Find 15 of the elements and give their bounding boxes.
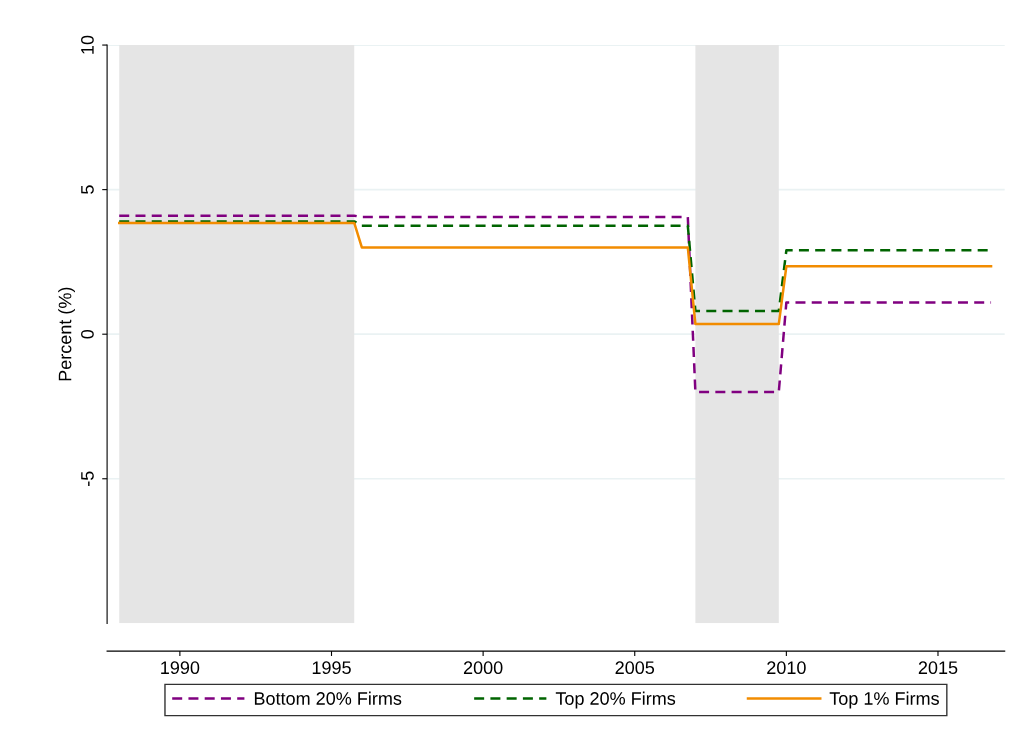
y-tick-label: -5	[81, 471, 94, 486]
y-tick-label: 5	[81, 185, 94, 194]
x-tick-label: 2015	[918, 661, 958, 675]
x-tick-label: 2010	[767, 661, 806, 675]
line-series	[117, 214, 993, 394]
x-tick-label: 2005	[615, 661, 655, 675]
x-tick-label: 1990	[161, 661, 200, 675]
y-axis-title: Percent (%)	[58, 287, 75, 381]
y-tick-label: 10	[81, 35, 94, 54]
x-tick-label: 2000	[463, 661, 503, 675]
y-tick-label: 0	[81, 329, 94, 339]
x-tick-label: 1995	[312, 661, 351, 675]
legend-label: Bottom 20% Firms	[254, 691, 402, 705]
legend-label: Top 20% Firms	[555, 691, 676, 709]
legend-label: Top 1% Firms	[829, 691, 939, 709]
